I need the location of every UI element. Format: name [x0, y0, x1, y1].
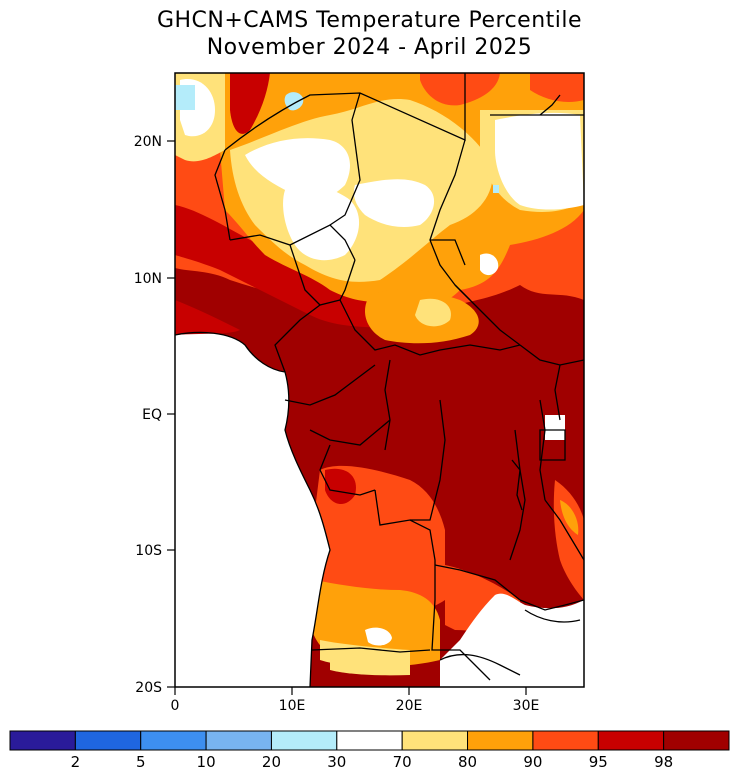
colorbar-swatch: [336, 730, 403, 751]
colorbar-label: 20: [262, 753, 281, 771]
lon-label-0: 0: [171, 698, 180, 714]
colorbar-swatch: [74, 730, 142, 751]
colorbar-label: 10: [197, 753, 216, 771]
lon-label-10e: 10E: [279, 698, 306, 714]
colorbar-label: 5: [136, 753, 146, 771]
colorbar: 2 5 10 20 30 70 80 90 95 98: [9, 730, 730, 771]
colorbar-swatch: [532, 730, 599, 751]
colorbar-label: 98: [654, 753, 673, 771]
lon-label-30e: 30E: [513, 698, 540, 714]
colorbar-swatch: [205, 730, 272, 751]
colorbar-swatch: [401, 730, 469, 751]
lat-label-eq: EQ: [142, 407, 162, 423]
lon-label-20e: 20E: [396, 698, 423, 714]
lat-label-10s: 10S: [135, 543, 162, 559]
lat-label-10n: 10N: [134, 271, 162, 287]
colorbar-swatch: [467, 730, 534, 751]
colorbar-label: 90: [523, 753, 542, 771]
colorbar-label: 30: [327, 753, 346, 771]
percentile-field: [175, 73, 584, 687]
colorbar-swatch: [140, 730, 207, 751]
country-borders: [175, 73, 584, 687]
colorbar-swatch: [9, 730, 76, 751]
colorbar-swatch: [663, 730, 730, 751]
colorbar-label: 2: [71, 753, 81, 771]
lat-label-20s: 20S: [135, 680, 162, 696]
lat-label-20n: 20N: [134, 134, 162, 150]
colorbar-label: 70: [393, 753, 412, 771]
colorbar-label: 95: [589, 753, 608, 771]
map-title-line1: GHCN+CAMS Temperature Percentile: [156, 8, 583, 33]
colorbar-label: 80: [458, 753, 477, 771]
map-title-line2: November 2024 - April 2025: [206, 35, 533, 60]
colorbar-swatch: [270, 730, 338, 751]
colorbar-swatch: [597, 730, 665, 751]
